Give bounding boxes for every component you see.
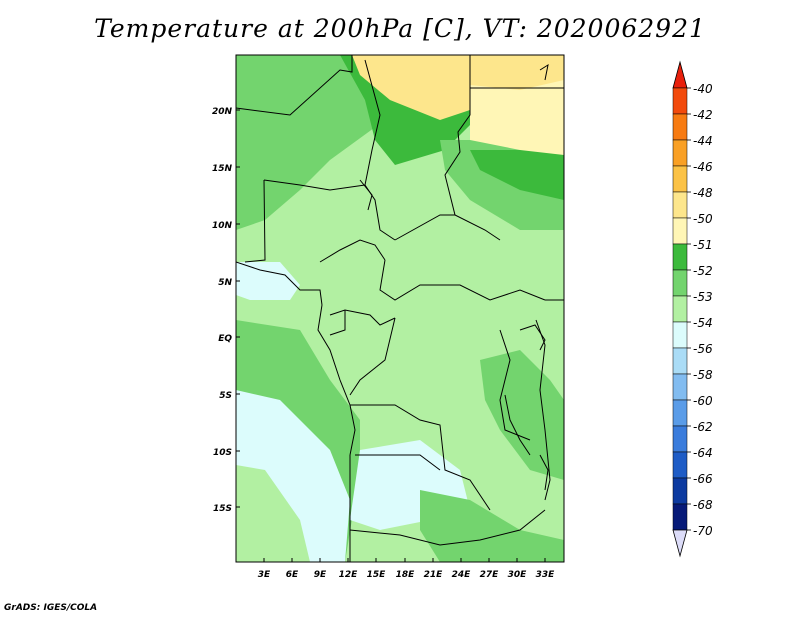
colorbar-label: -68 (693, 498, 713, 512)
colorbar-segment (672, 269, 688, 297)
lon-label: 30E (508, 570, 528, 580)
lon-label: 33E (536, 570, 556, 580)
colorbar-top-arrow (672, 60, 688, 89)
lat-label: 15S (213, 504, 232, 514)
lat-label: 20N (212, 107, 233, 117)
lon-ticks (263, 558, 546, 562)
border-line (394, 214, 455, 241)
lon-label: 18E (396, 570, 416, 580)
lon-axis: 3E 6E 9E 12E 15E 18E 21E 24E 27E 30E 33E (258, 570, 555, 580)
border-line (444, 55, 501, 241)
colorbar-label: -50 (693, 212, 713, 226)
colorbar-label: -53 (693, 290, 713, 304)
colorbar-segment (672, 321, 688, 349)
colorbar-segment (672, 425, 688, 453)
lake-tanganyika (504, 394, 531, 456)
lake-malawi (539, 454, 549, 491)
gulf-cold-patch (236, 262, 300, 300)
border-line (355, 454, 441, 471)
map-title: Temperature at 200hPa [C], VT: 202006292… (94, 14, 706, 43)
colorbar-segment (672, 139, 688, 167)
border-line (319, 239, 386, 263)
country-borders (236, 55, 564, 562)
colorbar-label: -40 (693, 82, 713, 96)
colorbar-label: -44 (693, 134, 713, 148)
border-line (244, 179, 266, 263)
colorbar-segment (672, 217, 688, 245)
colorbar-label: -64 (693, 446, 713, 460)
colorbar-label: -52 (693, 264, 713, 278)
border-line (236, 55, 353, 116)
colorbar-label: -60 (693, 394, 713, 408)
coastline (317, 304, 356, 456)
colorbar-segment (672, 373, 688, 401)
colorbar-label: -58 (693, 368, 713, 382)
lon-label: 15E (367, 570, 387, 580)
colorbar-label: -62 (693, 420, 713, 434)
colorbar-segment (672, 477, 688, 505)
border-line (263, 179, 366, 191)
colorbar-segment (672, 451, 688, 479)
border-line (349, 317, 396, 396)
colorbar-segment (672, 295, 688, 323)
colorbar-segment (672, 347, 688, 375)
lat-label: 10N (212, 221, 233, 231)
colorbar-segment (672, 165, 688, 193)
northeast-yellow (470, 55, 564, 90)
lon-label: 3E (258, 570, 271, 580)
border-line (329, 310, 346, 336)
temperature-field (236, 55, 564, 562)
border-line (379, 259, 546, 301)
colorbar-segment (672, 87, 688, 115)
lake-victoria (519, 324, 546, 351)
lat-label: 5N (218, 278, 232, 288)
border-line (329, 309, 396, 326)
colorbar-label: -48 (693, 186, 713, 200)
coastline (539, 63, 549, 81)
lon-label: 12E (339, 570, 359, 580)
southeast-green (420, 490, 564, 562)
lat-ticks (236, 109, 240, 508)
colorbar-label: -42 (693, 108, 713, 122)
colorbar-label: -66 (693, 472, 713, 486)
map-frame (235, 54, 565, 563)
colorbar-label: -54 (693, 316, 713, 330)
colorbar-segment (672, 399, 688, 427)
lon-label: 27E (480, 570, 500, 580)
northeast-dark-green (470, 150, 564, 200)
border-line (535, 319, 551, 501)
lat-axis: 20N 15N 10N 5N EQ 5S 10S 15S (212, 107, 233, 514)
colorbar-segment (672, 503, 688, 531)
lon-label: 21E (424, 570, 444, 580)
colorbar-segment (672, 191, 688, 219)
north-yellow (352, 55, 470, 120)
lon-label: 24E (452, 570, 472, 580)
southwest-green-patch (236, 465, 310, 562)
colorbar: -40 -42 -44 -46 -48 -50 -51 -52 -53 -54 -56 -58 -60 -… (672, 60, 713, 558)
colorbar-segment (672, 243, 688, 271)
lake-chad (359, 179, 373, 211)
colorbar-label: -56 (693, 342, 713, 356)
colorbar-label: -46 (693, 160, 713, 174)
north-green-band (236, 55, 400, 230)
lat-label: 15N (212, 164, 233, 174)
lat-label: 10S (213, 448, 232, 458)
colorbar-bottom-arrow (672, 529, 688, 558)
colorbar-label: -70 (693, 524, 713, 538)
lat-label: EQ (218, 334, 232, 344)
lon-label: 6E (286, 570, 299, 580)
border-line (350, 404, 491, 511)
coastline (236, 261, 323, 306)
lon-label: 9E (314, 570, 327, 580)
border-line (499, 329, 531, 441)
colorbar-label: -51 (693, 238, 713, 252)
border-line (349, 509, 546, 546)
east-mid-green (480, 350, 564, 480)
lat-label: 5S (219, 391, 232, 401)
colorbar-segment (672, 113, 688, 141)
grads-credit: GrADS: IGES/COLA (4, 603, 98, 613)
